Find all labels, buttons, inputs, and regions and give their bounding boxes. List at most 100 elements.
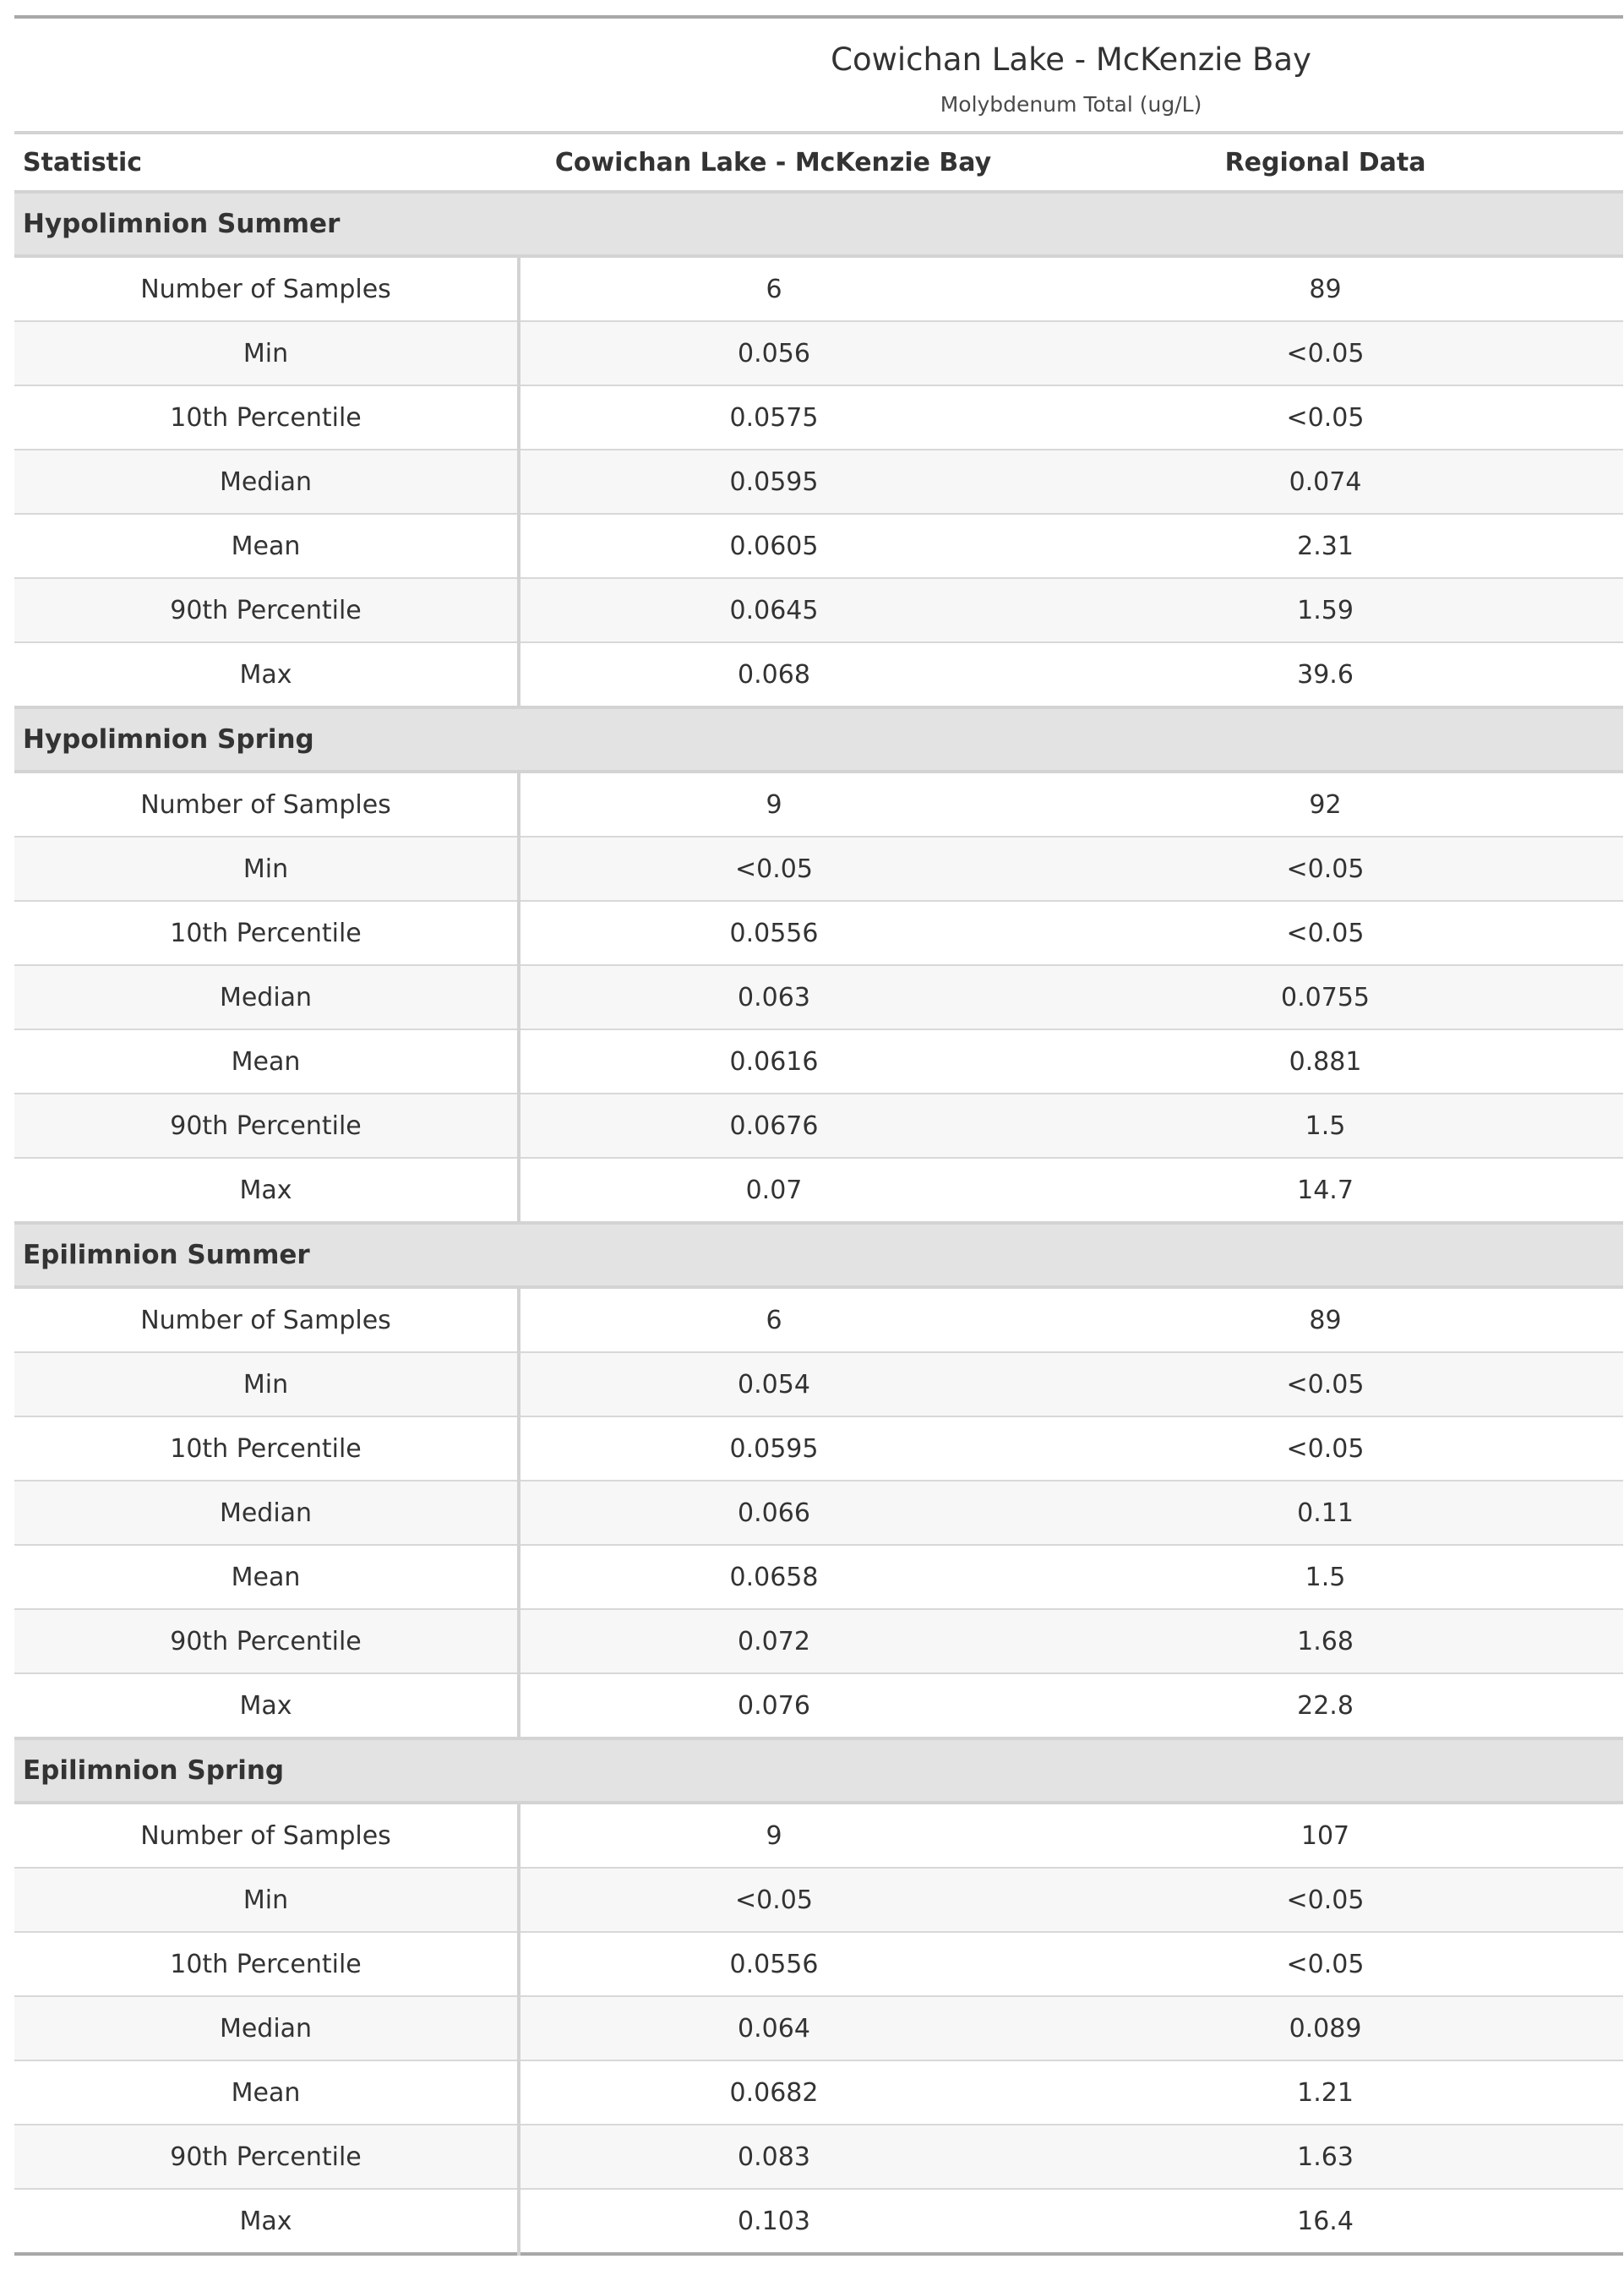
regional-value-cell: 1.21 [1027,2060,1624,2125]
statistic-cell: Median [14,1996,520,2061]
regional-value-cell: 22.8 [1027,1673,1624,1739]
regional-value-cell: 1.68 [1027,1609,1624,1674]
table-row: 90th Percentile 0.0645 1.59 [14,578,1624,643]
table-row: Number of Samples 9 107 [14,1803,1624,1869]
site-value-cell: 0.083 [519,2125,1027,2190]
group-header-label: Hypolimnion Spring [14,706,1624,773]
site-value-cell: 0.072 [519,1609,1027,1674]
table-title: Cowichan Lake - McKenzie Bay [831,41,1311,78]
table-row: Mean 0.0605 2.31 [14,514,1624,579]
site-value-cell: 0.0605 [519,514,1027,579]
statistic-cell: Number of Samples [14,1287,520,1353]
site-value-cell: 0.054 [519,1352,1027,1417]
table-row: 90th Percentile 0.083 1.63 [14,2125,1624,2190]
site-value-cell: 0.0595 [519,1416,1027,1482]
site-value-cell: 0.063 [519,965,1027,1030]
site-value-cell: 0.066 [519,1481,1027,1546]
table-body: Hypolimnion Summer Number of Samples 6 89 Mi… [14,192,1624,2254]
table-row: Median 0.064 0.089 [14,1996,1624,2061]
statistic-cell: 90th Percentile [14,1094,520,1159]
summary-table-container: Cowichan Lake - McKenzie Bay Molybdenum … [14,15,1624,2256]
table-row: Mean 0.0616 0.881 [14,1029,1624,1094]
site-value-cell: <0.05 [519,1868,1027,1933]
regional-value-cell: 0.0755 [1027,965,1624,1030]
site-value-cell: 0.0676 [519,1094,1027,1159]
statistic-cell: Max [14,1673,520,1739]
statistic-cell: Median [14,1481,520,1546]
table-header: Cowichan Lake - McKenzie Bay Molybdenum … [14,17,1624,194]
regional-value-cell: 1.5 [1027,1545,1624,1610]
table-row: Max 0.076 22.8 [14,1673,1624,1739]
subtitle-row: Molybdenum Total (ug/L) [14,78,1624,134]
regional-value-cell: 0.11 [1027,1481,1624,1546]
table-row: Median 0.063 0.0755 [14,965,1624,1030]
group-header-row: Hypolimnion Spring [14,706,1624,773]
statistic-cell: Max [14,1158,520,1224]
statistic-cell: 90th Percentile [14,578,520,643]
site-value-cell: 0.076 [519,1673,1027,1739]
regional-value-cell: <0.05 [1027,1352,1624,1417]
site-value-cell: 6 [519,1287,1027,1353]
site-value-cell: 0.0682 [519,2060,1027,2125]
regional-value-cell: 107 [1027,1803,1624,1869]
statistic-cell: Mean [14,1029,520,1094]
statistic-cell: 90th Percentile [14,1609,520,1674]
table-row: 10th Percentile 0.0595 <0.05 [14,1416,1624,1482]
site-value-cell: 0.068 [519,642,1027,708]
summary-statistics-table: Cowichan Lake - McKenzie Bay Molybdenum … [14,15,1624,2256]
table-row: Max 0.07 14.7 [14,1158,1624,1224]
statistic-cell: Median [14,450,520,515]
site-value-cell: 0.07 [519,1158,1027,1224]
group-header-label: Epilimnion Spring [14,1737,1624,1804]
table-title-cell: Cowichan Lake - McKenzie Bay [14,17,1623,78]
regional-value-cell: 89 [1027,1287,1624,1353]
table-row: Mean 0.0658 1.5 [14,1545,1624,1610]
statistic-cell: Max [14,2189,520,2254]
statistic-cell: Min [14,1868,520,1933]
table-row: 10th Percentile 0.0556 <0.05 [14,901,1624,966]
table-row: 10th Percentile 0.0575 <0.05 [14,385,1624,450]
regional-value-cell: 1.5 [1027,1094,1624,1159]
site-value-cell: 9 [519,772,1027,838]
statistic-cell: 90th Percentile [14,2125,520,2190]
site-value-cell: 0.0658 [519,1545,1027,1610]
table-row: Number of Samples 6 89 [14,256,1624,322]
site-value-cell: 6 [519,256,1027,322]
regional-value-cell: <0.05 [1027,837,1624,902]
regional-value-cell: <0.05 [1027,385,1624,450]
statistic-cell: Number of Samples [14,256,520,322]
statistic-cell: Median [14,965,520,1030]
regional-value-cell: 0.881 [1027,1029,1624,1094]
group-header-row: Epilimnion Summer [14,1221,1624,1289]
table-row: Number of Samples 6 89 [14,1287,1624,1353]
statistic-cell: Number of Samples [14,772,520,838]
table-row: Min 0.056 <0.05 [14,321,1624,386]
column-header-row: Statistic Cowichan Lake - McKenzie Bay R… [14,133,1624,194]
site-value-cell: <0.05 [519,837,1027,902]
table-row: Max 0.103 16.4 [14,2189,1623,2254]
table-row: 10th Percentile 0.0556 <0.05 [14,1932,1624,1997]
regional-value-cell: <0.05 [1027,1868,1624,1933]
group-header-row: Epilimnion Spring [14,1737,1624,1804]
table-row: Min <0.05 <0.05 [14,1868,1624,1933]
group-header-label: Epilimnion Summer [14,1221,1624,1289]
group-header-label: Hypolimnion Summer [14,192,1624,258]
statistic-cell: 10th Percentile [14,385,520,450]
statistic-cell: 10th Percentile [14,901,520,966]
statistic-cell: Max [14,642,520,708]
group-header-row: Hypolimnion Summer [14,192,1624,258]
table-row: Number of Samples 9 92 [14,772,1624,838]
regional-value-cell: 92 [1027,772,1624,838]
table-row: Median 0.066 0.11 [14,1481,1624,1546]
title-row: Cowichan Lake - McKenzie Bay [14,17,1623,78]
site-value-cell: 0.0556 [519,1932,1027,1997]
regional-value-cell: 1.59 [1027,578,1624,643]
table-row: Min 0.054 <0.05 [14,1352,1624,1417]
statistic-cell: 10th Percentile [14,1932,520,1997]
site-value-cell: 0.0556 [519,901,1027,966]
statistic-cell: Min [14,321,520,386]
statistic-cell: Number of Samples [14,1803,520,1869]
regional-value-cell: 39.6 [1027,642,1624,708]
table-row: Mean 0.0682 1.21 [14,2060,1624,2125]
statistic-cell: Min [14,1352,520,1417]
